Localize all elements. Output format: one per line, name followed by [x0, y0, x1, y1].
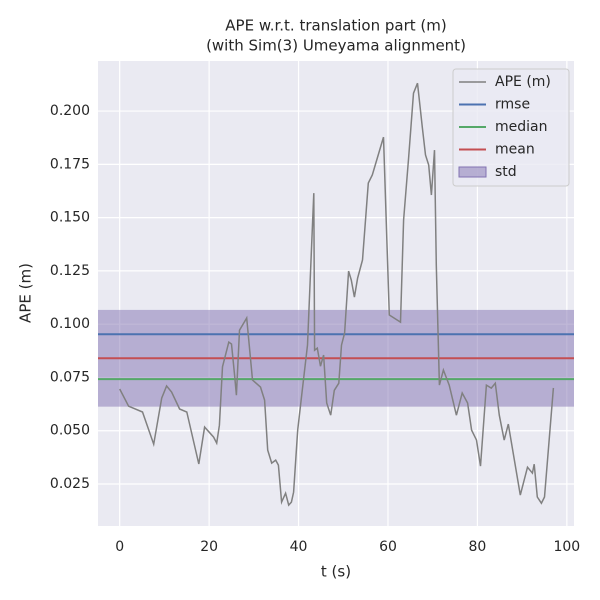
x-tick-label: 40 — [290, 539, 308, 555]
y-tick-label: 0.100 — [50, 316, 90, 332]
chart-title: APE w.r.t. translation part (m) — [225, 17, 446, 35]
x-tick-label: 0 — [115, 539, 124, 555]
y-tick-label: 0.200 — [50, 103, 90, 119]
y-tick-label: 0.175 — [50, 156, 90, 172]
x-tick-label: 60 — [379, 539, 397, 555]
x-axis-label: t (s) — [321, 563, 351, 581]
legend-label: mean — [495, 142, 535, 158]
x-tick-label: 100 — [553, 539, 580, 555]
y-tick-label: 0.150 — [50, 210, 90, 226]
legend-label: median — [495, 119, 547, 135]
y-tick-label: 0.025 — [50, 476, 90, 492]
y-tick-label: 0.050 — [50, 423, 90, 439]
x-tick-label: 20 — [200, 539, 218, 555]
x-tick-label: 80 — [468, 539, 486, 555]
chart-subtitle: (with Sim(3) Umeyama alignment) — [206, 37, 466, 55]
y-tick-label: 0.125 — [50, 263, 90, 279]
legend-swatch — [458, 166, 487, 178]
y-axis-label: APE (m) — [17, 263, 35, 323]
legend-box — [452, 68, 570, 187]
legend-label: APE (m) — [495, 74, 551, 90]
y-tick-label: 0.075 — [50, 369, 90, 385]
legend-label: rmse — [495, 97, 530, 113]
legend-label: std — [495, 164, 517, 180]
ape-line — [119, 82, 555, 507]
